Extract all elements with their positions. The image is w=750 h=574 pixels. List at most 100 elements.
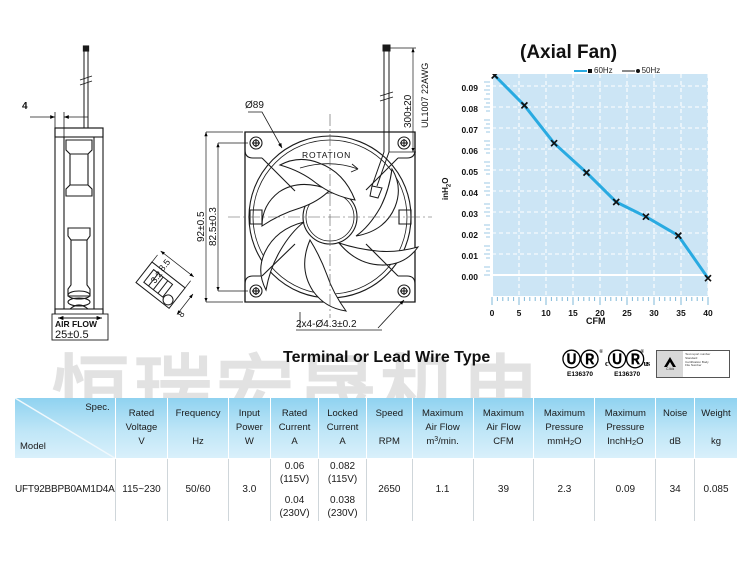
th-rated-voltage-l1: Rated [128,408,155,420]
legend-item-50hz: 50Hz [621,66,661,76]
th-max-airflow-m3-l2: Air Flow [425,422,460,434]
y-tick-0.01: 0.01 [461,251,478,261]
chart-x-axis-label: CFM [586,316,606,326]
x-tick-30: 30 [649,308,659,318]
th-max-pressure-mm-l2: Pressure [545,422,584,434]
cell-locked-current-115: 0.082 [330,460,356,472]
th-max-airflow-cfm-l1: Maximum [482,408,525,420]
th-max-airflow-m3-unit: m3/min. [426,435,459,447]
th-max-airflow-m3-l1: Maximum [421,408,464,420]
table-row: UFT92BBPB0AM1D4A 115~230 50/60 3.0 0.06 … [15,458,737,521]
th-input-power-unit: W [244,435,254,447]
x-tick-5: 5 [516,308,522,318]
th-rated-voltage-unit: V [138,435,145,447]
th-frequency-unit: Hz [192,435,204,447]
x-tick-10: 10 [541,308,551,318]
cell-speed: 2650 [366,458,413,521]
dim-airflow-label: AIR FLOW [55,319,98,329]
x-tick-25: 25 [622,308,632,318]
label-rotation: ROTATION [302,150,351,160]
terminal-type-title: Terminal or Lead Wire Type [283,349,491,366]
dim-depth: 25±0.5 [55,329,89,341]
th-noise: Noise dB [655,398,695,459]
corner-diagonal-icon [15,398,115,458]
cell-max-pressure-mm: 2.3 [533,458,596,521]
table-corner-cell: Spec. Model [15,398,116,459]
ul-listed-mark: ⓊⓇ ® E136370 [562,349,603,378]
th-speed-l1: Speed [375,408,404,420]
cell-rated-current-115: 0.06 [284,460,305,472]
corner-model-label: Model [20,441,46,453]
th-weight-l1: Weight [701,408,731,420]
th-frequency: Frequency Hz [167,398,229,459]
th-rated-current-l2: Current [278,422,311,434]
cell-rated-current-115-unit: (115V) [279,474,310,485]
y-tick-0.03: 0.03 [461,209,478,219]
th-frequency-l1: Frequency [175,408,221,420]
th-locked-current-l1: Locked [327,408,358,420]
th-speed-unit: RPM [378,435,400,447]
ul-c-us-mark: cⓊⓇus ® E136370 [605,350,650,378]
th-rated-voltage: Rated Voltage V [115,398,169,459]
cell-weight: 0.085 [694,458,737,521]
specification-table: Spec. Model Rated Voltage V Frequency Hz… [15,398,737,521]
dim-thickness: 4 [22,101,28,112]
ctick-mark: C-tick Test report number Standard Certifi… [656,350,731,378]
legend-label-60hz: 60Hz [594,66,613,76]
cell-locked-current: 0.082 (115V) 0.038 (230V) [318,458,368,521]
dim-wire-length: 300±20 [403,94,414,128]
th-input-power: Input Power W [228,398,272,459]
chart-title: (Axial Fan) [520,42,618,63]
th-max-airflow-cfm-l2: Air Flow [486,422,521,434]
y-tick-0.06: 0.06 [461,146,478,156]
th-locked-current: Locked Current A [318,398,368,459]
y-tick-0.05: 0.05 [461,167,478,177]
y-tick-0.00: 0.00 [461,272,478,282]
y-tick-0.02: 0.02 [461,230,478,240]
dim-detail-c: 8 [176,309,187,319]
chart-series-60hz [493,74,710,280]
x-tick-35: 35 [676,308,686,318]
th-max-pressure-mm: Maximum Pressure mmH2O [533,398,596,459]
y-tick-0.08: 0.08 [461,104,478,114]
y-tick-0.07: 0.07 [461,125,478,135]
th-max-pressure-inch-unit: InchH2O [607,435,644,447]
technical-drawing: 4 AIR FLOW 25±0.5 8.5 3.2 8 [22,44,432,341]
th-noise-l1: Noise [663,408,688,420]
th-weight-unit: kg [710,435,722,447]
th-rated-current-unit: A [291,435,298,447]
cell-locked-current-230-unit: (230V) [327,508,358,519]
ul-file-number: E136370 [566,370,594,378]
th-locked-current-unit: A [339,435,346,447]
cell-max-airflow-cfm: 39 [473,458,535,521]
dim-diameter: Ø89 [245,100,264,111]
dim-height-outer: 92±0.5 [196,211,207,242]
th-max-airflow-cfm-unit: CFM [493,435,514,447]
legend-label-50hz: 50Hz [641,66,661,76]
cell-max-pressure-inch: 0.09 [594,458,657,521]
legend-marker-50hz [635,69,640,74]
x-tick-20: 20 [595,308,605,318]
x-tick-0: 0 [489,308,495,318]
ul-logo-icon: ⓊⓇ ® [562,349,603,371]
th-input-power-l2: Power [235,422,263,434]
table-header: Spec. Model Rated Voltage V Frequency Hz… [15,398,737,459]
th-rated-current: Rated Current A [270,398,320,459]
legend-marker-60hz [588,69,592,74]
th-speed: Speed RPM [366,398,413,459]
dim-detail-a: 8.5 [157,257,173,273]
cell-rated-current: 0.06 (115V) 0.04 (230V) [270,458,320,521]
y-tick-0.04: 0.04 [461,188,478,198]
table-header-row: Spec. Model Rated Voltage V Frequency Hz… [15,398,737,459]
cell-model: UFT92BBPB0AM1D4A [15,458,116,521]
dim-wire-spec: UL1007 22AWG [420,63,430,128]
x-tick-15: 15 [568,308,578,318]
corner-spec-label: Spec. [85,402,110,413]
cell-rated-current-230: 0.04 [284,494,305,506]
legend-line-50hz [621,70,635,73]
th-max-pressure-inch: Maximum Pressure InchH2O [594,398,657,459]
th-max-pressure-inch-l2: Pressure [606,422,645,434]
th-max-pressure-inch-l1: Maximum [604,408,646,420]
ctick-triangle-icon: C-tick [657,351,684,377]
th-max-airflow-cfm: Maximum Air Flow CFM [473,398,535,459]
